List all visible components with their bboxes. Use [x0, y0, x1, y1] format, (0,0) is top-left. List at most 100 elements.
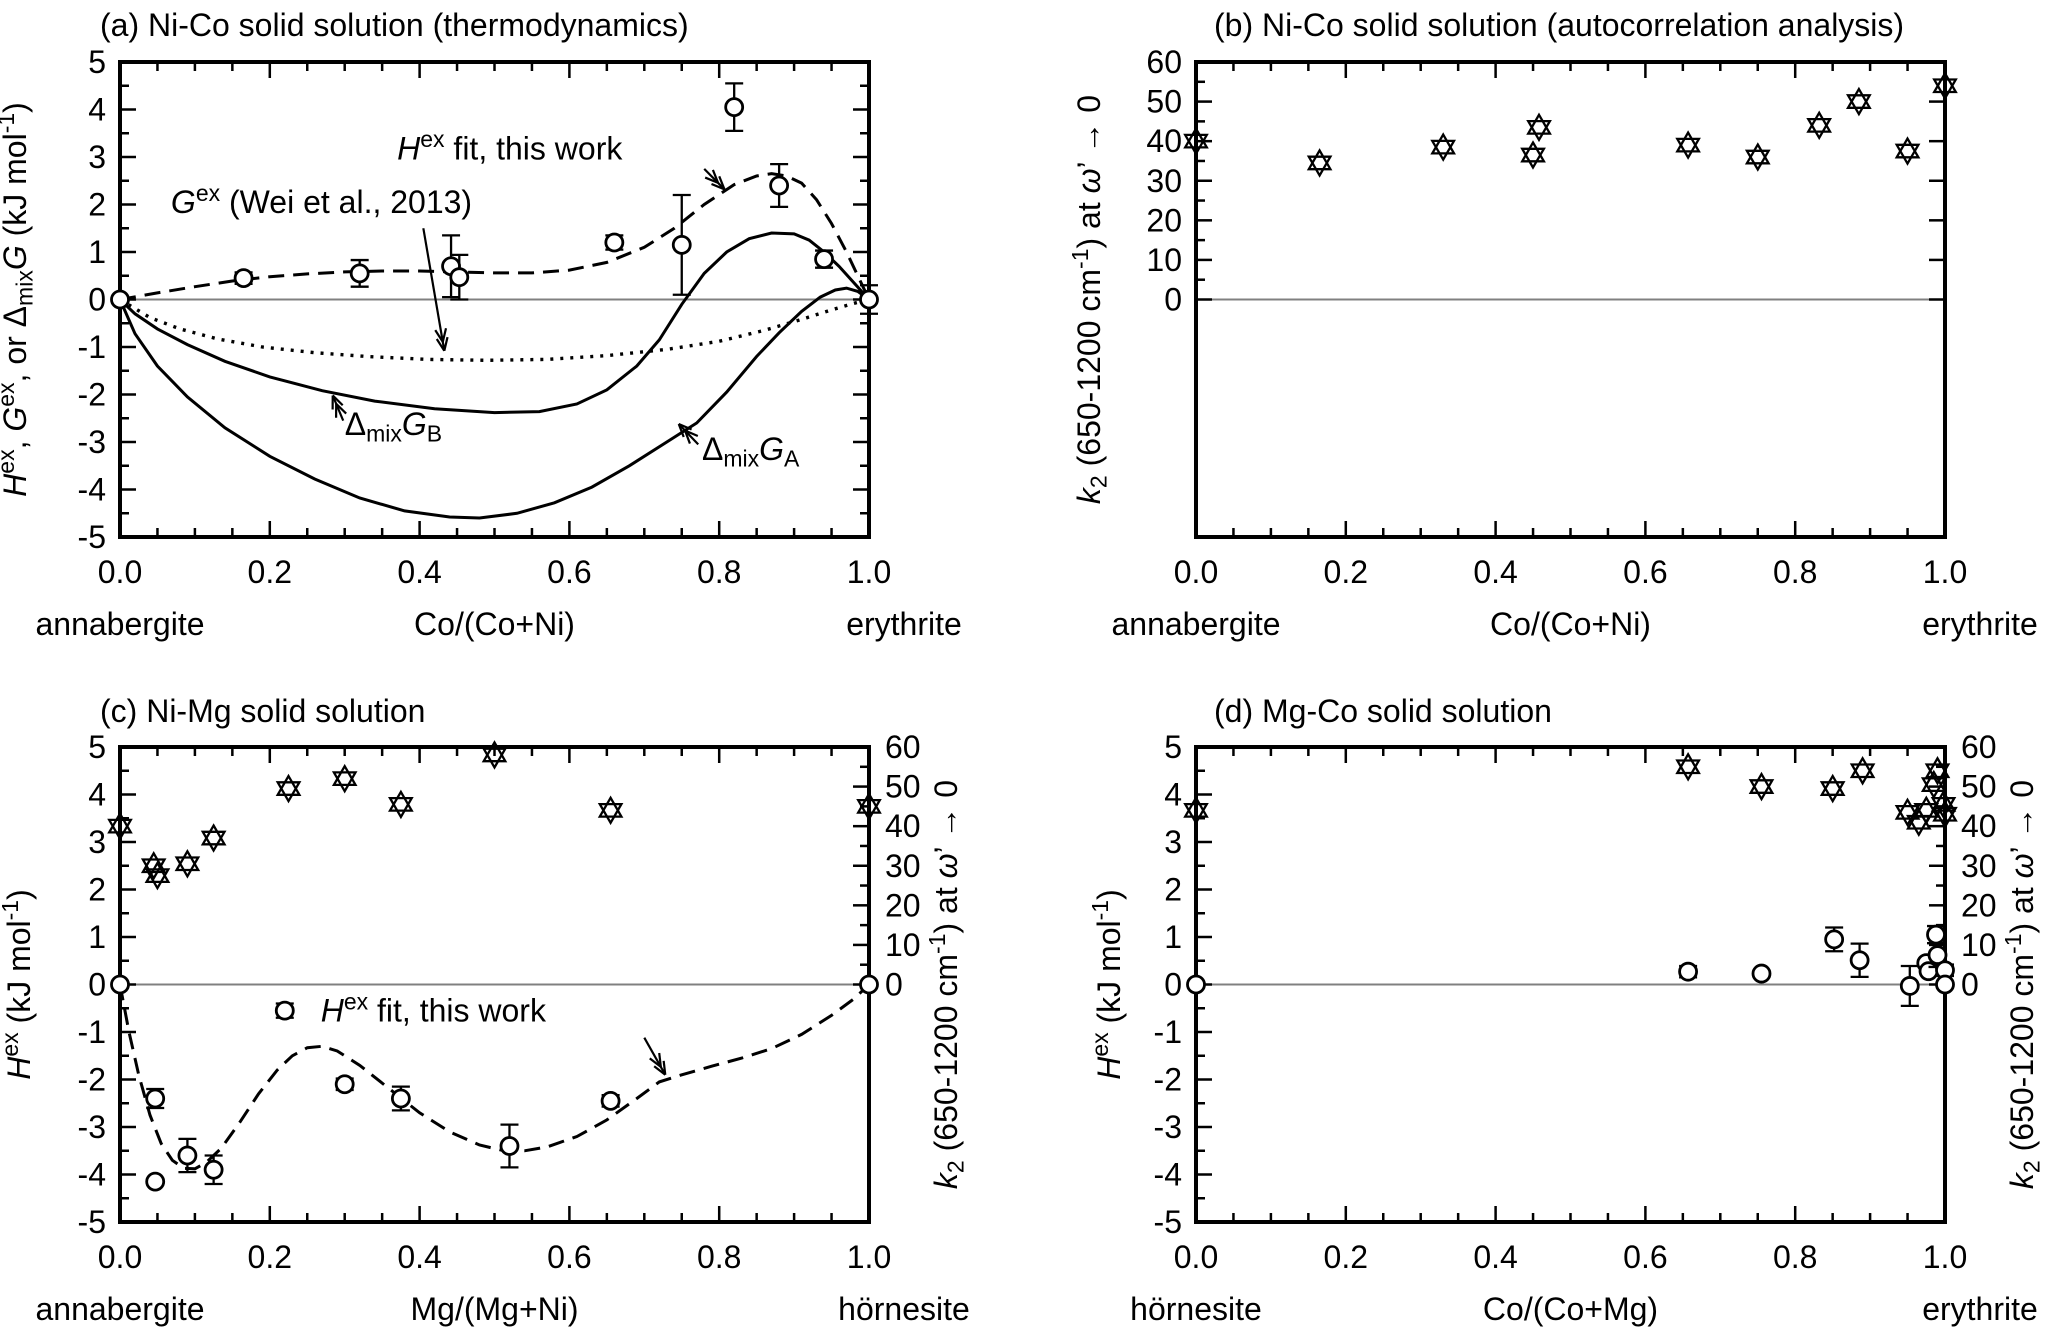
y-tick-label-left: -3 [78, 1109, 106, 1145]
y-tick-label-left: 50 [1146, 84, 1182, 120]
k2-star-marker [1183, 802, 1209, 826]
endmember-label-right: erythrite [846, 606, 962, 642]
x-tick-label: 0.4 [1473, 554, 1517, 590]
k2-star-marker [1932, 806, 1958, 830]
annotation-arrow [662, 1060, 667, 1075]
panel-b: (b) Ni-Co solid solution (autocorrelatio… [1067, 7, 2038, 642]
k2-star-marker [331, 763, 358, 787]
hex-data-point [1935, 974, 1955, 995]
x-tick-label: 0.4 [1473, 1239, 1517, 1275]
k2-star-marker [387, 789, 414, 812]
hex-data-point [600, 1090, 621, 1111]
k2-star-marker [1894, 143, 1921, 166]
y-tick-label-left: 2 [88, 872, 106, 908]
k2-star-marker [275, 781, 302, 804]
k2-star-marker [1932, 71, 1958, 94]
y-tick-label-left: 1 [88, 919, 106, 955]
annotation-arrow [704, 176, 719, 184]
hex-data-point [859, 284, 879, 315]
annotation-arrow [331, 395, 345, 422]
x-tick-label: 0.8 [697, 554, 741, 590]
hex-data-point [349, 258, 370, 288]
y-tick-label-left: 5 [88, 44, 106, 80]
x-tick-label: 0.0 [1174, 1239, 1218, 1275]
y-tick-label-right: 10 [885, 927, 921, 963]
y-tick-label-left: -4 [78, 1157, 106, 1193]
k2-star-marker [1819, 781, 1846, 804]
panel-c: Hex fit, this work (c) Ni-Mg solid soluti… [0, 693, 970, 1327]
k2-star-marker [1430, 132, 1456, 155]
k2-star-marker [200, 830, 227, 853]
k2-star-marker [1748, 779, 1775, 802]
x-tick-label: 1.0 [1923, 1239, 1967, 1275]
k2-star-marker [331, 771, 358, 794]
y-tick-label-left: -3 [78, 424, 106, 460]
hex-data-point [1899, 964, 1920, 1008]
k2-star-marker [1744, 142, 1771, 165]
y-tick-label-left: 3 [88, 824, 106, 860]
x-tick-label: 0.4 [397, 554, 441, 590]
x-tick-label: 0.2 [248, 1239, 292, 1275]
panel-title: (d) Mg-Co solid solution [1214, 693, 1552, 729]
x-tick-label: 1.0 [847, 554, 891, 590]
hex-data-point [334, 1074, 355, 1095]
annotation-arrow [649, 1057, 662, 1068]
k2-star-marker [1819, 773, 1846, 796]
k2-star-marker [481, 740, 508, 763]
y-tick-label-left: 40 [1146, 123, 1182, 159]
annotation-dmix-ga: ΔmixGA [702, 431, 800, 471]
y-axis-label-left: Hex (kJ mol-1) [1087, 889, 1127, 1080]
hex-data-point [1926, 924, 1946, 945]
y-tick-label-left: 4 [88, 777, 106, 813]
x-tick-label: 0.2 [1324, 1239, 1368, 1275]
k2-star-marker [856, 791, 882, 814]
k2-star-marker [1930, 789, 1957, 812]
y-tick-label-right: 30 [885, 848, 921, 884]
y-tick-label-left: 30 [1146, 163, 1182, 199]
annotation-arrow [703, 168, 726, 191]
k2-star-marker [107, 811, 133, 834]
y-tick-label-left: 5 [88, 729, 106, 765]
k2-star-marker [1430, 139, 1456, 162]
annotation-hex-fit: Hex fit, this work [321, 988, 547, 1028]
k2-star-marker [140, 851, 167, 874]
endmember-label-left: hörnesite [1130, 1291, 1262, 1327]
y-tick-label-left: 1 [1164, 919, 1182, 955]
k2-star-marker [388, 796, 414, 820]
k2-star-marker [1183, 126, 1209, 149]
hex-data-point [233, 268, 254, 289]
k2-star-marker [1520, 147, 1546, 170]
k2-star-marker [1306, 148, 1333, 171]
annotation-hex-fit: Hex fit, this work [397, 126, 623, 166]
y-tick-label-right: 50 [1961, 769, 1997, 805]
k2-star-marker [481, 747, 508, 770]
curve-dmix-g-a [118, 286, 870, 520]
x-tick-label: 0.6 [1623, 554, 1667, 590]
k2-star-marker [144, 860, 171, 884]
y-tick-label-left: -4 [78, 472, 106, 508]
y-tick-label-left: 0 [1164, 282, 1182, 318]
hex-data-point [390, 1085, 411, 1112]
k2-star-marker [1913, 795, 1940, 818]
k2-star-marker [275, 773, 302, 796]
endmember-label-right: hörnesite [838, 1291, 970, 1327]
endmember-label-left: annabergite [1111, 606, 1280, 642]
hex-data-point [499, 1123, 520, 1169]
y-axis-label-left: Hex, Gex, or ΔmixG (kJ mol-1) [0, 102, 37, 497]
hex-data-point [110, 289, 130, 310]
hex-data-point [110, 974, 130, 995]
x-axis-label: Co/(Co+Mg) [1483, 1291, 1658, 1327]
y-tick-label-left: -1 [78, 329, 106, 365]
k2-star-marker [1894, 136, 1921, 159]
k2-star-marker [597, 795, 624, 818]
annotation-arrow [718, 175, 726, 190]
annotation-arrow [677, 423, 685, 438]
hex-data-point [274, 1000, 295, 1021]
y-tick-label-left: 2 [88, 187, 106, 223]
x-tick-label: 0.6 [547, 554, 591, 590]
annotation-arrow [643, 1037, 667, 1076]
k2-star-marker [144, 868, 171, 891]
y-axis-label-right: k2 (650-1200 cm-1) at ω’ → 0 [924, 780, 969, 1189]
x-tick-label: 0.2 [248, 554, 292, 590]
y-tick-label-right: 60 [885, 729, 921, 765]
